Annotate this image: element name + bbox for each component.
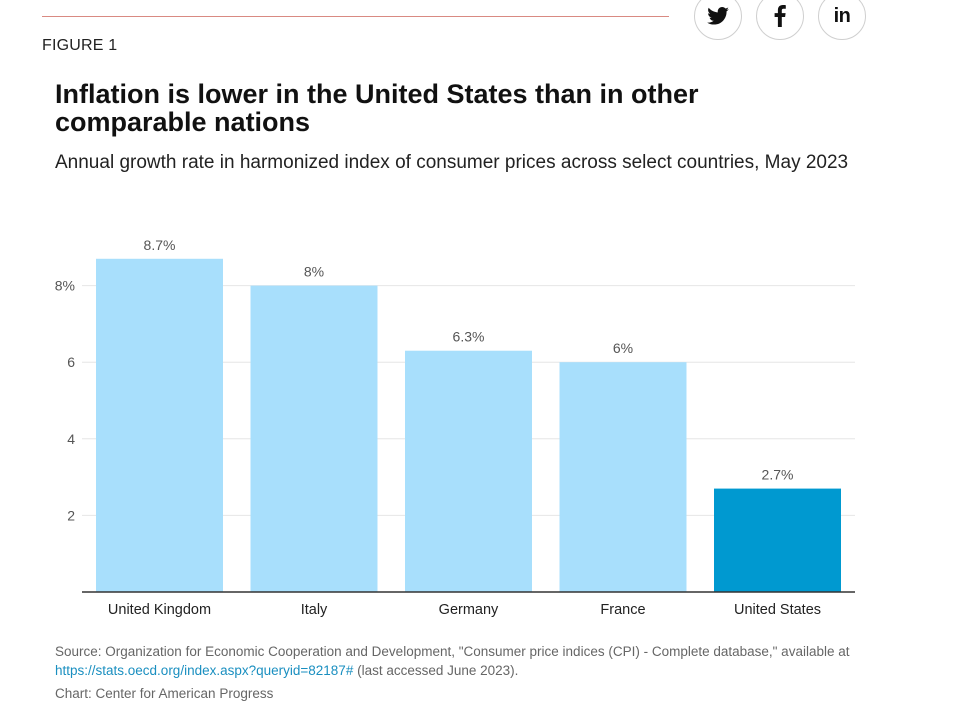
y-tick-label: 4 (67, 431, 75, 447)
data-label: 8.7% (144, 237, 176, 253)
bar-united-states (714, 488, 841, 592)
top-divider (42, 16, 669, 17)
chart-title: Inflation is lower in the United States … (55, 79, 699, 137)
figure-label: FIGURE 1 (42, 37, 118, 54)
facebook-icon (774, 5, 786, 27)
x-tick-label: Italy (301, 602, 328, 618)
data-label: 6.3% (453, 329, 485, 345)
bar-chart: 2 4 6 8% 8.7% United Kingdom 8% Italy 6.3% German… (55, 237, 855, 618)
source-link[interactable]: https://stats.oecd.org/index.aspx?queryi… (55, 663, 354, 678)
x-tick-label: United Kingdom (108, 602, 211, 618)
y-tick-label: 6 (67, 354, 75, 370)
chart-credit: Chart: Center for American Progress (55, 686, 274, 701)
bar-italy (250, 285, 378, 592)
twitter-icon (707, 7, 729, 25)
data-label: 6% (613, 340, 633, 356)
y-tick-label: 2 (67, 507, 75, 523)
x-tick-label: United States (734, 602, 821, 618)
source-suffix: (last accessed June 2023). (353, 663, 519, 678)
linkedin-share-button[interactable]: in (818, 0, 866, 40)
x-tick-label: Germany (439, 602, 499, 618)
linkedin-icon: in (833, 4, 851, 27)
chart-subtitle: Annual growth rate in harmonized index o… (55, 152, 849, 173)
y-tick-label: 8% (55, 278, 75, 294)
bar-france (559, 362, 687, 592)
bar-united-kingdom (96, 258, 223, 592)
data-label: 2.7% (762, 467, 794, 483)
source-text: Source: Organization for Economic Cooper… (55, 644, 850, 659)
data-label: 8% (304, 264, 324, 280)
twitter-share-button[interactable] (694, 0, 742, 40)
bar-germany (405, 350, 532, 592)
facebook-share-button[interactable] (756, 0, 804, 40)
source-note: Source: Organization for Economic Cooper… (55, 642, 865, 680)
x-tick-label: France (600, 602, 645, 618)
